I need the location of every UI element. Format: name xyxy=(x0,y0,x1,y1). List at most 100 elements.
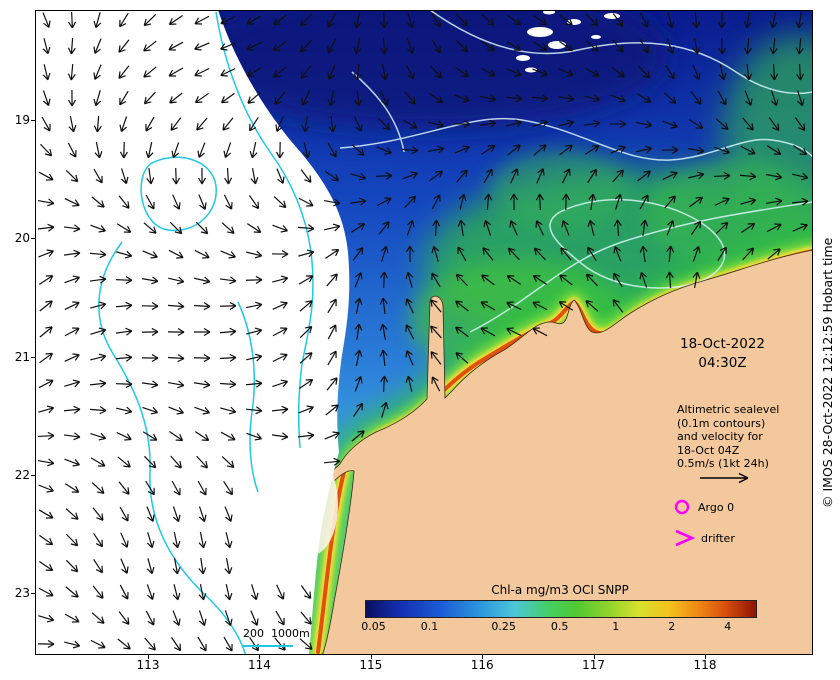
velocity-arrow xyxy=(63,249,81,258)
velocity-arrow xyxy=(38,379,54,389)
velocity-arrow xyxy=(142,276,159,285)
velocity-arrow xyxy=(796,63,805,81)
velocity-arrow xyxy=(770,63,779,81)
velocity-arrow xyxy=(144,637,156,651)
velocity-arrow xyxy=(587,246,597,262)
velocity-arrow xyxy=(167,328,185,337)
velocity-arrow xyxy=(379,297,388,315)
cloud-mask-region xyxy=(35,10,350,655)
velocity-arrow xyxy=(169,92,183,104)
velocity-arrow xyxy=(246,327,263,336)
velocity-arrow xyxy=(39,300,53,312)
velocity-arrow xyxy=(532,41,548,51)
velocity-arrow xyxy=(299,378,314,389)
velocity-arrow xyxy=(64,483,80,493)
velocity-arrow xyxy=(480,94,497,103)
velocity-arrow xyxy=(120,168,129,185)
velocity-arrow xyxy=(742,117,754,131)
velocity-arrow xyxy=(275,610,285,626)
velocity-arrow xyxy=(143,222,157,234)
velocity-arrow xyxy=(535,220,544,236)
lat-tick-label: 21 xyxy=(14,349,30,364)
velocity-arrow xyxy=(587,219,596,236)
velocity-arrow xyxy=(612,169,624,183)
velocity-arrow xyxy=(689,196,704,208)
velocity-arrow xyxy=(714,146,730,155)
velocity-arrow xyxy=(299,39,312,53)
velocity-arrow xyxy=(38,405,55,414)
velocity-arrow xyxy=(740,197,757,206)
velocity-arrow xyxy=(639,271,648,288)
velocity-arrow xyxy=(172,584,181,601)
velocity-arrow xyxy=(90,639,106,649)
velocity-arrow xyxy=(715,221,729,234)
velocity-arrow xyxy=(93,168,103,184)
velocity-arrow xyxy=(405,245,414,263)
velocity-arrow xyxy=(688,146,705,155)
velocity-arrow xyxy=(612,39,624,53)
velocity-arrow xyxy=(143,14,157,27)
velocity-arrow xyxy=(613,219,622,237)
velocity-arrow xyxy=(324,431,340,440)
velocity-arrow xyxy=(274,91,286,105)
velocity-arrow xyxy=(142,406,159,415)
velocity-arrow xyxy=(64,379,81,388)
velocity-arrow xyxy=(89,250,107,259)
velocity-arrow xyxy=(350,197,367,206)
velocity-arrow xyxy=(718,64,727,81)
velocity-arrow xyxy=(64,458,80,467)
velocity-arrow xyxy=(193,327,211,337)
velocity-arrow xyxy=(142,431,158,441)
velocity-arrow xyxy=(298,275,314,285)
velocity-arrow xyxy=(454,145,470,154)
velocity-arrow xyxy=(93,90,102,107)
colorbar-title: Chl-a mg/m3 OCI SNPP xyxy=(491,583,629,597)
lon-tick-label: 114 xyxy=(247,658,271,672)
velocity-arrow xyxy=(327,298,337,314)
velocity-arrow xyxy=(63,224,81,233)
velocity-arrow xyxy=(220,15,236,25)
velocity-arrow xyxy=(767,248,781,260)
velocity-arrow xyxy=(67,63,76,81)
velocity-arrow xyxy=(766,172,783,181)
velocity-arrow xyxy=(118,481,130,495)
velocity-arrow xyxy=(90,353,107,362)
velocity-arrow xyxy=(583,119,601,128)
velocity-arrow xyxy=(638,65,650,79)
colorbar-tick-label: 0.05 xyxy=(361,620,386,633)
velocity-arrow xyxy=(401,146,419,155)
velocity-arrow xyxy=(327,350,337,366)
velocity-arrow xyxy=(380,271,389,289)
velocity-arrow xyxy=(688,119,704,129)
velocity-arrow xyxy=(117,638,131,650)
velocity-arrow xyxy=(406,220,415,236)
velocity-arrow xyxy=(67,37,76,55)
velocity-arrow xyxy=(744,90,753,106)
velocity-arrow xyxy=(93,532,103,548)
velocity-arrow xyxy=(299,638,313,650)
velocity-arrow xyxy=(431,194,441,210)
velocity-arrow xyxy=(145,610,155,626)
velocity-arrow xyxy=(666,12,675,29)
velocity-arrow xyxy=(639,12,649,28)
velocity-arrow xyxy=(119,506,129,522)
velocity-arrow xyxy=(300,611,312,625)
velocity-arrow xyxy=(584,94,601,103)
velocity-arrow xyxy=(37,431,55,440)
velocity-arrow xyxy=(558,301,574,311)
velocity-arrow xyxy=(298,249,315,258)
colorbar-tick-label: 1 xyxy=(612,620,620,633)
velocity-arrow xyxy=(93,115,102,133)
velocity-arrow xyxy=(38,484,54,493)
velocity-arrow xyxy=(770,90,779,107)
velocity-arrow xyxy=(91,482,105,495)
velocity-arrow xyxy=(115,353,133,362)
velocity-arrow xyxy=(431,12,441,28)
velocity-arrow xyxy=(510,168,519,184)
velocity-arrow xyxy=(323,457,341,466)
velocity-arrow xyxy=(271,250,289,259)
velocity-arrow xyxy=(193,302,211,311)
velocity-arrow xyxy=(167,302,185,311)
velocity-arrow xyxy=(39,326,53,338)
